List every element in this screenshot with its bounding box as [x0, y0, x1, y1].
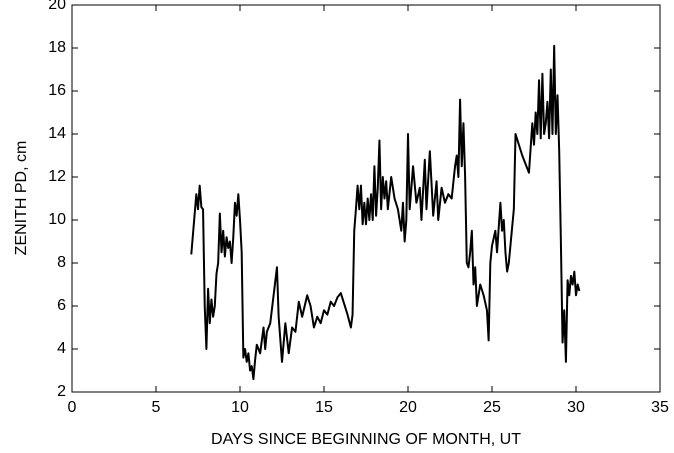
y-tick-label: 4	[57, 340, 66, 357]
x-tick-label: 20	[399, 399, 417, 416]
y-tick-label: 14	[48, 125, 66, 142]
y-tick-label: 2	[57, 383, 66, 400]
y-tick-label: 18	[48, 39, 66, 56]
x-tick-label: 10	[231, 399, 249, 416]
x-axis-label: DAYS SINCE BEGINNING OF MONTH, UT	[211, 431, 521, 448]
y-tick-label: 8	[57, 254, 66, 271]
x-tick-label: 25	[483, 399, 501, 416]
x-tick-label: 5	[152, 399, 161, 416]
data-line	[190, 44, 581, 381]
y-tick-label: 10	[48, 211, 66, 228]
x-tick-label: 0	[68, 399, 77, 416]
plot-frame	[71, 4, 661, 393]
y-axis-label: ZENITH PD, cm	[13, 141, 30, 256]
x-tick-label: 30	[567, 399, 585, 416]
x-tick-label: 35	[651, 399, 669, 416]
y-tick-label: 12	[48, 168, 66, 185]
y-tick-label: 20	[48, 0, 66, 13]
y-tick-label: 16	[48, 82, 66, 99]
y-tick-label: 6	[57, 297, 66, 314]
x-tick-label: 15	[315, 399, 333, 416]
